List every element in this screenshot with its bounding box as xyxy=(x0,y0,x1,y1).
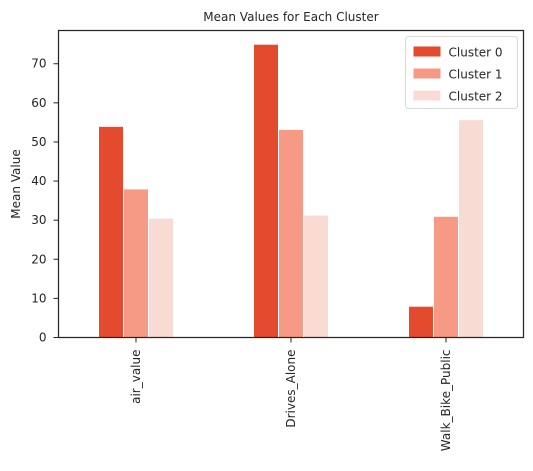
legend-swatch xyxy=(413,68,441,79)
legend-label: Cluster 0 xyxy=(449,46,503,60)
y-ticks-group: 0 10 20 30 40 50 60 70 xyxy=(31,57,59,345)
bar-walk-bike-public-cluster-2 xyxy=(458,119,484,338)
y-tick-label: 20 xyxy=(31,252,46,266)
legend-label: Cluster 1 xyxy=(449,68,503,82)
legend-swatch xyxy=(413,90,441,101)
bar-air-value-cluster-2 xyxy=(148,217,174,338)
x-tick-label: air_value xyxy=(129,350,143,404)
x-tick-label: Walk_Bike_Public xyxy=(439,350,453,452)
x-tick-label: Drives_Alone xyxy=(284,350,298,428)
y-tick-label: 50 xyxy=(31,135,46,149)
legend-label: Cluster 2 xyxy=(449,90,503,104)
y-axis-label: Mean Value xyxy=(9,149,23,218)
bar-walk-bike-public-cluster-1 xyxy=(433,215,459,338)
bar-air-value-cluster-1 xyxy=(123,188,149,338)
bar-drives-alone-cluster-1 xyxy=(278,128,304,338)
y-tick-label: 40 xyxy=(31,174,46,188)
legend-swatch xyxy=(413,46,441,57)
plot-frame xyxy=(57,29,525,339)
chart-title: Mean Values for Each Cluster xyxy=(203,10,378,24)
y-tick-label: 70 xyxy=(31,57,46,71)
bar-air-value-cluster-0 xyxy=(98,125,124,338)
bars-group xyxy=(98,43,484,339)
legend: Cluster 0 Cluster 1 Cluster 2 xyxy=(405,36,518,109)
bar-walk-bike-public-cluster-0 xyxy=(408,305,434,339)
x-ticks-group: air_value Drives_Alone Walk_Bike_Public xyxy=(129,337,453,452)
y-tick-label: 10 xyxy=(31,291,46,305)
bar-drives-alone-cluster-0 xyxy=(253,43,279,338)
y-tick-label: 60 xyxy=(31,96,46,110)
bar-drives-alone-cluster-2 xyxy=(303,214,329,338)
y-tick-label: 30 xyxy=(31,213,46,227)
y-tick-label: 0 xyxy=(39,331,47,345)
